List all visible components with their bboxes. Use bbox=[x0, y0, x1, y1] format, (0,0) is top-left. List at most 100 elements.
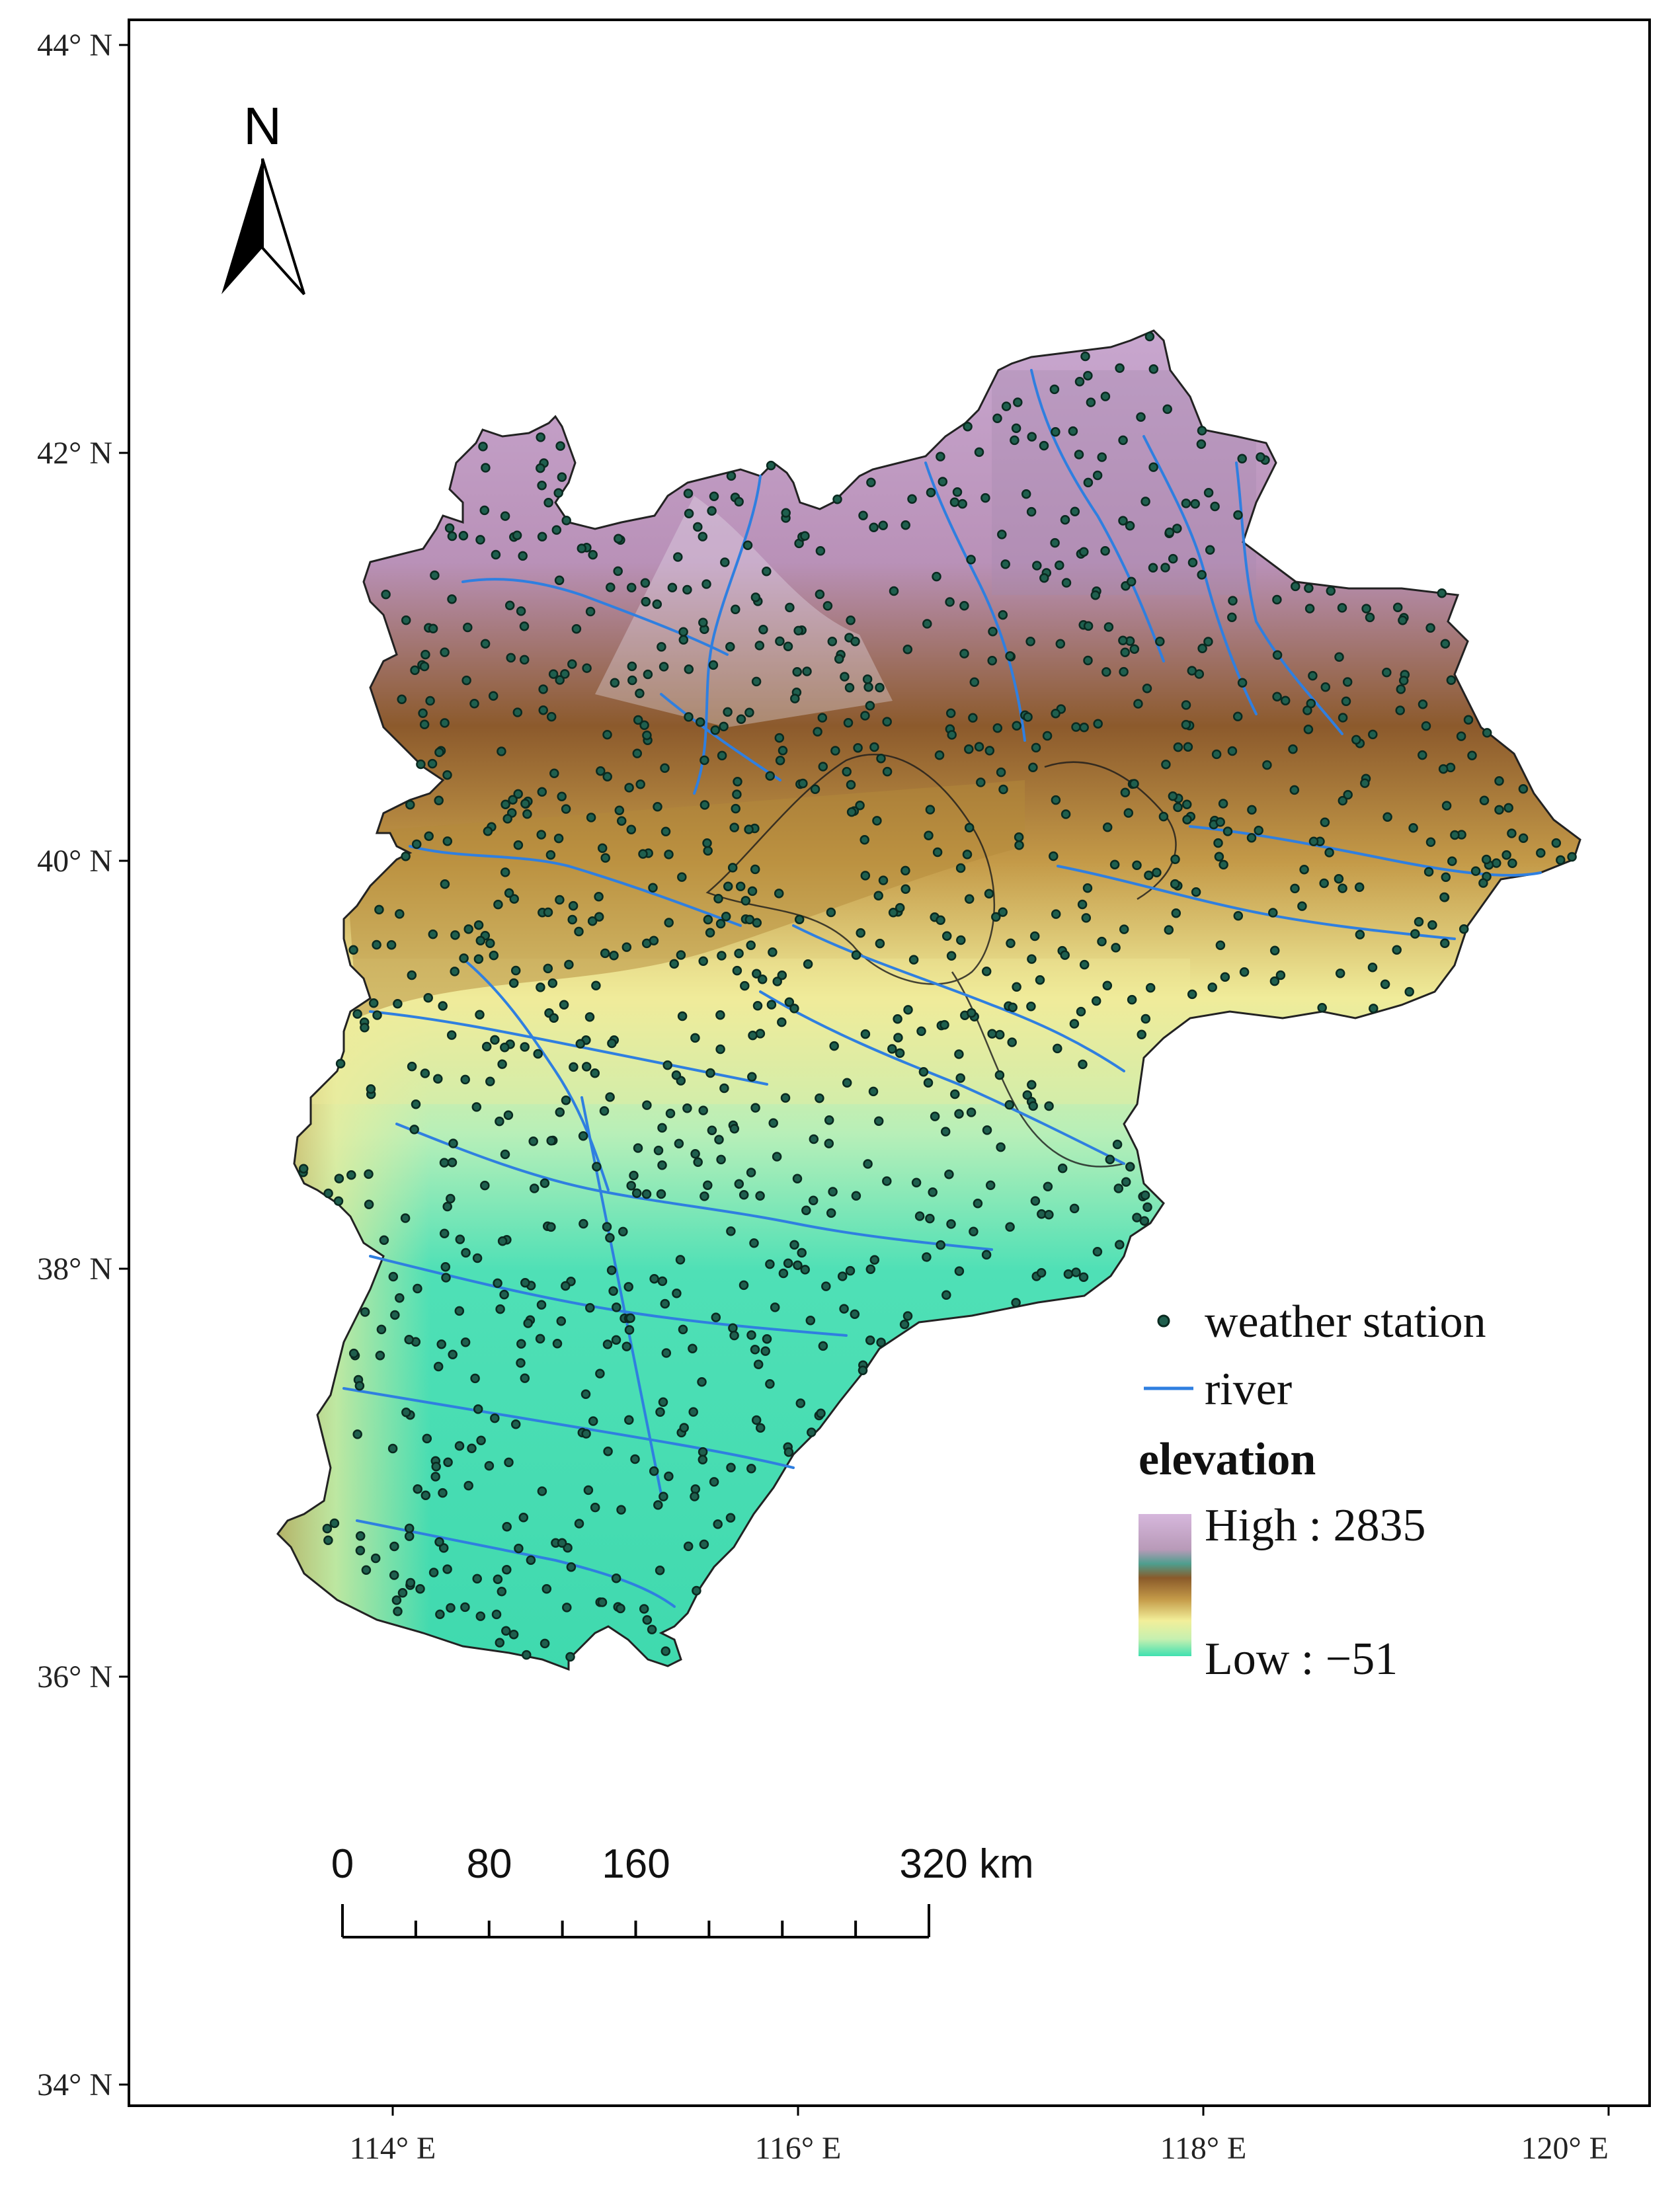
weather-station-dot bbox=[1297, 901, 1307, 911]
weather-station-dot bbox=[1142, 684, 1152, 694]
weather-station-dot bbox=[578, 1131, 588, 1141]
scale-bar: 0 80 160 320 km bbox=[331, 1841, 1034, 1938]
weather-station-dot bbox=[1256, 452, 1265, 462]
weather-station-dot bbox=[583, 1485, 594, 1495]
weather-station-dot bbox=[1304, 604, 1315, 614]
weather-station-dot bbox=[1425, 623, 1435, 633]
weather-station-dot bbox=[765, 1379, 775, 1389]
weather-station-dot bbox=[1218, 799, 1228, 809]
weather-station-dot bbox=[642, 1100, 652, 1110]
lat-label-34: 34° N bbox=[37, 2067, 112, 2102]
weather-station-dot bbox=[794, 914, 805, 924]
weather-station-dot bbox=[657, 1160, 667, 1170]
weather-station-dot bbox=[1320, 817, 1330, 827]
weather-station-dot bbox=[1421, 721, 1431, 731]
weather-station-dot bbox=[1083, 621, 1094, 631]
weather-station-dot bbox=[1289, 785, 1300, 795]
weather-station-dot bbox=[760, 1346, 770, 1356]
weather-station-dot bbox=[817, 713, 828, 723]
weather-station-dot bbox=[684, 712, 694, 722]
weather-station-dot bbox=[719, 1083, 729, 1094]
legend-station-symbol bbox=[1157, 1314, 1170, 1328]
weather-station-dot bbox=[844, 682, 855, 693]
weather-station-dot bbox=[945, 708, 956, 719]
weather-station-dot bbox=[1082, 883, 1093, 893]
weather-station-dot bbox=[731, 604, 740, 615]
weather-station-dot bbox=[702, 838, 712, 848]
weather-station-dot bbox=[649, 1273, 659, 1284]
weather-station-dot bbox=[924, 830, 934, 840]
weather-station-dot bbox=[401, 615, 411, 625]
weather-station-dot bbox=[740, 896, 751, 906]
weather-station-dot bbox=[348, 1348, 359, 1359]
weather-station-dot bbox=[386, 939, 397, 950]
weather-station-dot bbox=[940, 1127, 951, 1136]
weather-station-dot bbox=[900, 865, 910, 876]
weather-station-dot bbox=[717, 750, 727, 761]
weather-station-dot bbox=[797, 1248, 807, 1258]
weather-station-dot bbox=[395, 909, 405, 919]
weather-station-dot bbox=[447, 531, 458, 541]
legend-river-label: river bbox=[1205, 1364, 1292, 1415]
weather-station-dot bbox=[751, 1415, 762, 1425]
weather-station-dot bbox=[900, 884, 910, 895]
weather-station-dot bbox=[1140, 497, 1150, 506]
weather-station-dot bbox=[1291, 581, 1300, 592]
weather-station-dot bbox=[750, 1345, 760, 1355]
weather-station-dot bbox=[902, 645, 913, 655]
weather-station-dot bbox=[657, 1276, 668, 1287]
weather-station-dot bbox=[684, 508, 694, 519]
weather-station-dot bbox=[783, 1258, 793, 1268]
weather-station-dot bbox=[964, 822, 975, 833]
weather-station-dot bbox=[692, 1585, 701, 1596]
weather-station-dot bbox=[553, 488, 563, 498]
weather-station-dot bbox=[602, 772, 612, 781]
weather-station-dot bbox=[1132, 1213, 1142, 1222]
weather-station-dot bbox=[725, 642, 735, 652]
weather-station-dot bbox=[984, 889, 994, 899]
weather-station-dot bbox=[509, 894, 519, 904]
weather-station-dot bbox=[1030, 1196, 1041, 1206]
weather-station-dot bbox=[470, 1373, 480, 1384]
weather-station-dot bbox=[424, 831, 434, 841]
weather-station-dot bbox=[495, 1116, 504, 1127]
weather-station-dot bbox=[1115, 1240, 1125, 1250]
weather-station-dot bbox=[818, 762, 828, 772]
weather-station-dot bbox=[633, 715, 643, 725]
weather-station-dot bbox=[887, 1044, 897, 1054]
weather-station-dot bbox=[323, 1188, 333, 1199]
weather-station-dot bbox=[446, 1030, 457, 1040]
weather-station-dot bbox=[438, 1001, 448, 1011]
weather-station-dot bbox=[1437, 588, 1447, 598]
weather-station-dot bbox=[1365, 612, 1375, 623]
weather-station-dot bbox=[987, 655, 997, 666]
weather-station-dot bbox=[364, 1169, 374, 1179]
weather-station-dot bbox=[555, 895, 565, 905]
weather-station-dot bbox=[504, 888, 514, 898]
weather-station-dot bbox=[643, 669, 653, 680]
weather-station-dot bbox=[858, 1365, 868, 1375]
weather-station-dot bbox=[624, 783, 634, 793]
legend-elevation-ramp bbox=[1139, 1514, 1191, 1656]
weather-station-dot bbox=[705, 1068, 715, 1078]
weather-station-dot bbox=[602, 1339, 613, 1349]
weather-station-dot bbox=[1027, 954, 1037, 964]
weather-station-dot bbox=[442, 836, 453, 846]
weather-station-dot bbox=[713, 1519, 723, 1529]
weather-station-dot bbox=[966, 1107, 977, 1117]
weather-station-dot bbox=[450, 967, 460, 977]
weather-station-dot bbox=[442, 1564, 452, 1574]
weather-station-dot bbox=[816, 1408, 826, 1419]
weather-station-dot bbox=[732, 965, 742, 976]
weather-station-dot bbox=[514, 1543, 524, 1554]
weather-station-dot bbox=[1492, 858, 1501, 868]
weather-station-dot bbox=[1148, 364, 1159, 374]
weather-station-dot bbox=[1440, 639, 1451, 649]
lon-label-116: 116° E bbox=[755, 2131, 842, 2166]
weather-station-dot bbox=[1233, 910, 1244, 921]
weather-station-dot bbox=[372, 1010, 382, 1020]
weather-station-dot bbox=[922, 619, 932, 629]
weather-station-dot bbox=[504, 1457, 514, 1468]
weather-station-dot bbox=[1061, 578, 1072, 588]
weather-station-dot bbox=[868, 1086, 879, 1097]
